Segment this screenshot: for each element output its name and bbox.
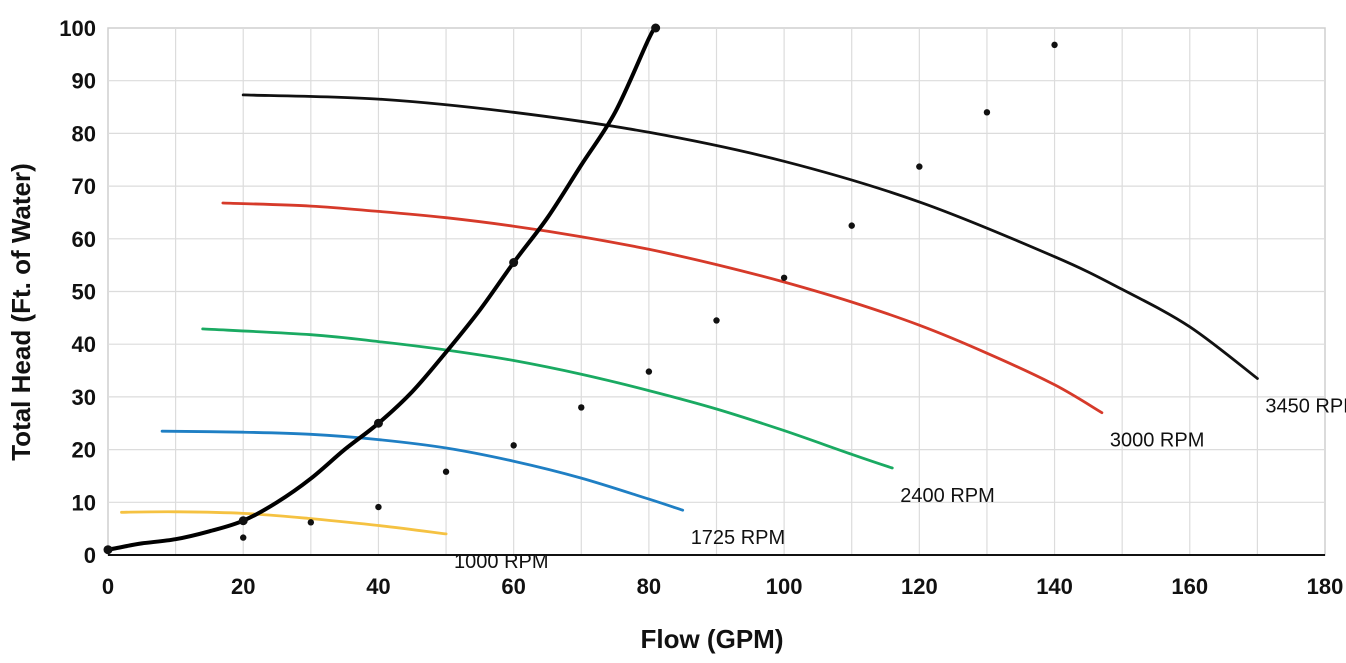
x-tick-label: 60: [501, 574, 525, 599]
x-tick-label: 140: [1036, 574, 1073, 599]
y-tick-label: 40: [72, 332, 96, 357]
series-2400-rpm-line: [201, 327, 894, 470]
y-tick-label: 90: [72, 69, 96, 94]
system-curve-point: [651, 23, 661, 33]
system-curve-point: [509, 258, 519, 268]
series-labels: 1000 RPM 1725 RPM 2400 RPM 3000 RPM 3450 RPM: [454, 395, 1346, 572]
series-3450-rpm-label: 3450 RPM: [1265, 395, 1346, 417]
data-point: [375, 503, 382, 511]
y-tick-label: 50: [72, 280, 96, 305]
data-point: [916, 163, 923, 170]
series-1725-rpm-line: [160, 429, 685, 512]
data-point: [307, 519, 315, 526]
y-tick-label: 80: [72, 121, 96, 146]
data-point: [848, 222, 855, 229]
series-3000-rpm-label: 3000 RPM: [1110, 430, 1205, 452]
x-tick-labels: 0 20 40 60 80 100 120 140 160 180: [102, 574, 1343, 599]
y-axis-title: Total Head (Ft. of Water): [6, 163, 36, 461]
y-tick-label: 60: [72, 227, 96, 252]
y-tick-label: 30: [72, 385, 96, 410]
x-axis-title: Flow (GPM): [641, 624, 784, 654]
series-1000-rpm-label: 1000 RPM: [454, 551, 549, 573]
data-point: [780, 274, 788, 281]
data-point: [442, 468, 450, 475]
x-tick-label: 160: [1171, 574, 1208, 599]
system-curve-point: [238, 516, 248, 526]
system-curve-point: [103, 545, 113, 555]
y-tick-label: 0: [84, 543, 96, 568]
series-1000-rpm-line: [120, 510, 448, 536]
series-1725-rpm-label: 1725 RPM: [691, 527, 786, 549]
x-tick-label: 80: [637, 574, 661, 599]
series-2400-rpm-label: 2400 RPM: [900, 485, 995, 507]
x-tick-label: 120: [901, 574, 938, 599]
system-curve-point: [373, 418, 383, 428]
y-tick-label: 10: [72, 490, 96, 515]
x-tick-label: 180: [1307, 574, 1344, 599]
x-tick-label: 100: [766, 574, 803, 599]
x-tick-label: 0: [102, 574, 114, 599]
y-tick-labels: 0 10 20 30 40 50 60 70 80 90 100: [59, 16, 96, 568]
data-point: [713, 317, 720, 324]
series-3000-rpm-line: [221, 201, 1104, 415]
y-tick-label: 70: [72, 174, 96, 199]
data-point: [240, 534, 247, 541]
grid: [107, 27, 1326, 556]
series-layer: [103, 23, 1259, 555]
series-3450-rpm-line: [241, 93, 1259, 380]
y-tick-label: 20: [72, 438, 96, 463]
data-point: [578, 404, 585, 411]
x-tick-label: 20: [231, 574, 255, 599]
data-points: [240, 41, 1058, 541]
y-tick-label: 100: [59, 16, 96, 41]
data-point: [510, 442, 517, 449]
data-point: [1051, 41, 1058, 49]
system-curve-line: [106, 26, 658, 552]
data-point: [645, 368, 653, 375]
data-point: [983, 109, 991, 116]
x-tick-label: 40: [366, 574, 390, 599]
